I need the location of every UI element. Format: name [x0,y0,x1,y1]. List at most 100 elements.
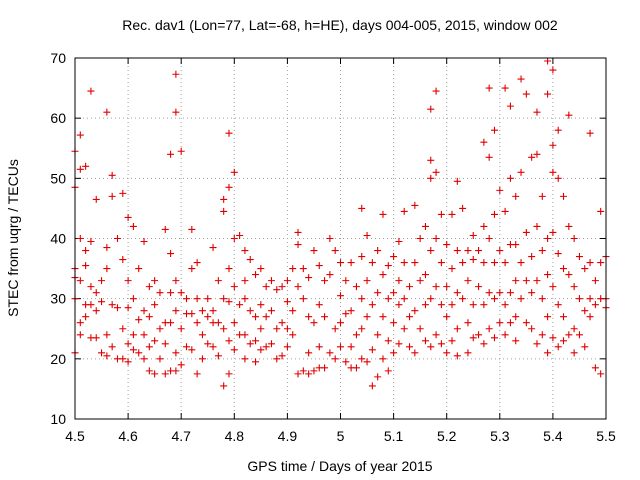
data-point [326,235,334,242]
data-point [437,259,445,267]
data-point [209,343,217,351]
data-point [289,265,297,273]
data-point [315,262,323,270]
data-point [310,247,318,255]
data-point [294,370,302,378]
data-point [453,177,461,185]
data-point [167,150,175,158]
data-point [459,204,467,212]
y-axis-label: STEC from uqrg / TECUs [5,159,21,317]
data-point [209,307,217,315]
data-point [480,222,488,230]
data-point [490,295,498,303]
data-point [453,352,461,360]
data-point [177,147,185,155]
data-point [135,316,143,324]
data-point [145,283,153,291]
data-point [490,210,498,218]
data-point [230,346,238,354]
data-point [501,301,509,309]
x-tick-label: 5.3 [490,428,510,444]
data-point [161,225,169,233]
data-point [225,183,233,191]
data-point [464,277,472,285]
data-point [406,313,414,321]
data-point [193,370,201,378]
data-point [432,168,440,176]
data-point [570,349,578,357]
data-point [113,235,121,242]
data-point [135,349,143,357]
data-point [549,141,557,149]
data-point [305,370,313,378]
data-point [188,265,196,273]
data-point [411,259,419,267]
data-point [140,307,148,315]
data-point [575,295,583,303]
data-point [347,259,355,267]
data-point [103,331,111,339]
data-point [82,162,90,170]
data-point [145,343,153,351]
data-point [432,87,440,95]
data-point [167,250,175,258]
data-point [177,361,185,369]
data-point [188,346,196,354]
data-point [358,295,366,303]
y-tick-label: 10 [50,411,66,427]
data-point [416,277,424,285]
data-point [549,283,557,291]
data-point [522,277,530,285]
data-point [76,235,84,242]
data-point [82,313,90,321]
data-point [289,331,297,339]
data-point [252,313,260,321]
data-point [225,298,233,306]
data-point [554,126,562,134]
data-point [305,349,313,357]
data-point [586,313,594,321]
data-point [310,367,318,375]
data-point [156,289,164,297]
data-point [177,325,185,333]
data-point [427,156,435,164]
data-point [490,334,498,342]
data-point [82,262,90,270]
data-point [544,57,552,65]
data-point [347,307,355,315]
data-point [501,84,509,92]
data-point [368,346,376,354]
data-point [331,325,339,333]
data-point [358,325,366,333]
data-point [411,201,419,209]
x-tick-label: 4.6 [118,428,138,444]
data-point [421,222,429,230]
data-point [124,304,132,312]
data-point [538,247,546,255]
data-point [506,174,514,182]
data-point [570,283,578,291]
data-point [172,277,180,285]
data-point [591,364,599,372]
data-point [252,271,260,279]
data-point [586,129,594,137]
data-point [98,277,106,285]
data-point [517,75,525,83]
data-point [257,301,265,309]
data-point [469,231,477,239]
data-point [352,364,360,372]
data-point [140,331,148,339]
data-point [379,355,387,363]
data-point [522,319,530,327]
data-point [278,283,286,291]
data-point [581,265,589,273]
data-point [108,192,116,200]
data-point [597,370,605,378]
data-point [512,277,520,285]
data-point [103,352,111,360]
data-point [87,301,95,309]
data-point [512,192,520,200]
y-tick-label: 70 [50,50,66,66]
data-point [145,313,153,321]
data-point [475,331,483,339]
